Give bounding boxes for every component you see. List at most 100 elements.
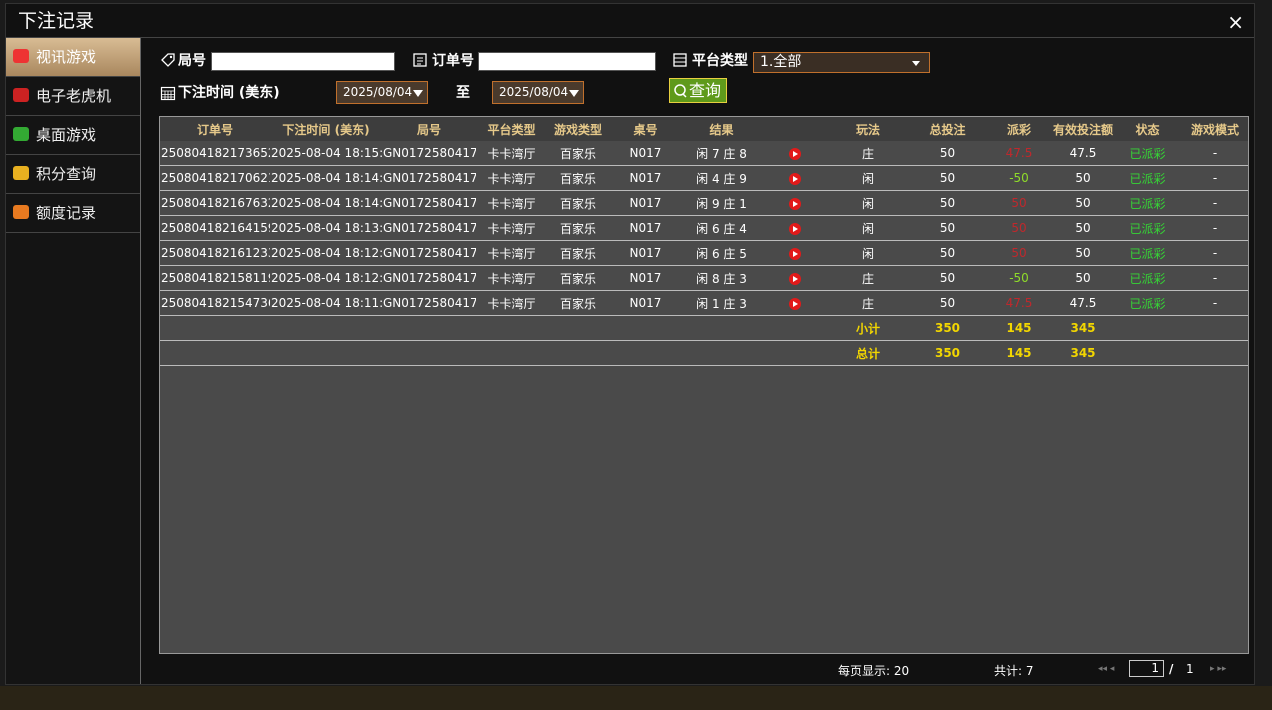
table-cell: - [1180,190,1248,216]
column-header: 局号 [382,117,476,141]
sidebar-item[interactable]: 额度记录 [6,194,140,233]
tag-icon [161,53,175,67]
table-cell: 50 [908,215,987,241]
pager-next[interactable]: ▸ ▸▸ [1210,664,1227,674]
table-cell: 50 [908,265,987,291]
date-to[interactable]: 2025/08/04 [492,81,584,104]
table-cell: 闲 1 庄 3 [682,290,761,316]
date-from[interactable]: 2025/08/04 [336,81,428,104]
table-cell: 50 [908,141,987,166]
summary-blank [1180,340,1248,366]
table-cell: 闲 8 庄 3 [682,265,761,291]
replay-button[interactable] [788,147,801,160]
summary-blank [547,315,609,341]
column-header: 派彩 [987,117,1051,141]
table-cell: 47.5 [1051,290,1115,316]
table-cell: 250804182173652 [160,141,270,166]
table-cell: N017 [609,265,682,291]
table-cell: 卡卡湾厅 [476,215,547,241]
table-cell: 50 [1051,265,1115,291]
sidebar-icon [13,166,29,180]
summary-blank [761,315,828,341]
pager-prev[interactable]: ◂◂ ◂ [1098,664,1115,674]
table-cell: 2025-08-04 18:12:50 [270,240,382,266]
sidebar-item[interactable]: 视讯游戏 [6,38,140,77]
page-input[interactable]: 1 [1129,660,1164,677]
table-cell: 47.5 [987,141,1051,166]
summary-blank [160,340,270,366]
table-cell: 庄 [828,265,908,291]
replay-button[interactable] [788,272,801,285]
round-label: 局号 [178,53,206,69]
summary-blank [476,340,547,366]
table-cell: 250804182154736 [160,290,270,316]
bet-table: 订单号 下注时间 (美东) 局号 平台类型 游戏类型 桌号 结果 玩法 总投注 派彩 有效投注额 状态… [159,116,1249,654]
table-cell: 卡卡湾厅 [476,141,547,166]
table-cell: 50 [1051,190,1115,216]
table-cell: 47.5 [1051,141,1115,166]
table-cell: GN0172580417N [382,141,476,166]
replay-button[interactable] [788,247,801,260]
replay-button[interactable] [788,197,801,210]
table-cell: 庄 [828,141,908,166]
date-from-value: 2025/08/04 [343,85,413,99]
column-header: 结果 [682,117,761,141]
table-cell: 2025-08-04 18:12:09 [270,265,382,291]
table-cell: N017 [609,141,682,166]
total-count: 共计: 7 [994,664,1034,678]
replay-button[interactable] [788,222,801,235]
table-cell: 50 [908,190,987,216]
calendar-icon [160,86,176,101]
table-cell: GN0172580417J [382,240,476,266]
order-input[interactable] [478,52,656,71]
table-cell: 闲 6 庄 5 [682,240,761,266]
column-header: 下注时间 (美东) [270,117,382,141]
summary-blank [382,315,476,341]
replay-button[interactable] [788,297,801,310]
sidebar-item[interactable]: 桌面游戏 [6,116,140,155]
search-icon [674,84,687,98]
sidebar-icon [13,49,29,63]
summary-value: 145 [987,340,1051,366]
platform-label: 平台类型 [692,53,748,69]
table-cell: 50 [908,165,987,191]
page-slash: / [1169,662,1174,676]
table-cell: 50 [908,290,987,316]
sidebar-item[interactable]: 积分查询 [6,155,140,194]
title: 下注记录 [6,4,1254,38]
column-header: 状态 [1115,117,1180,141]
sidebar-label: 视讯游戏 [36,48,97,66]
summary-blank [270,315,382,341]
close-button[interactable]: × [1227,10,1244,34]
table-cell: 250804182161233 [160,240,270,266]
table-cell: 已派彩 [1115,290,1180,316]
column-header: 桌号 [609,117,682,141]
sidebar-item[interactable]: 电子老虎机 [6,77,140,116]
table-cell: 2025-08-04 18:14:47 [270,165,382,191]
query-button[interactable]: 查询 [669,78,727,103]
table-cell: GN0172580417L [382,190,476,216]
table-cell: N017 [609,215,682,241]
table-cell: GN0172580417M [382,165,476,191]
table-cell: 闲 [828,240,908,266]
column-header: 总投注 [908,117,987,141]
summary-blank [1115,340,1180,366]
table-cell: 已派彩 [1115,165,1180,191]
table-cell: 庄 [828,290,908,316]
table-cell: 2025-08-04 18:15:23 [270,141,382,166]
summary-row: 总计 350 145 345 [160,340,1248,366]
replay-button[interactable] [788,172,801,185]
table-cell: 百家乐 [547,165,609,191]
round-input[interactable] [211,52,395,71]
table-cell: N017 [609,290,682,316]
summary-value: 350 [908,315,987,341]
page-size: 每页显示: 20 [838,664,910,678]
table-cell: 50 [987,240,1051,266]
table-cell: 2025-08-04 18:13:26 [270,215,382,241]
platform-select[interactable]: 1.全部 [753,52,930,73]
summary-blank [270,340,382,366]
table-cell: 卡卡湾厅 [476,240,547,266]
summary-value: 345 [1051,340,1115,366]
